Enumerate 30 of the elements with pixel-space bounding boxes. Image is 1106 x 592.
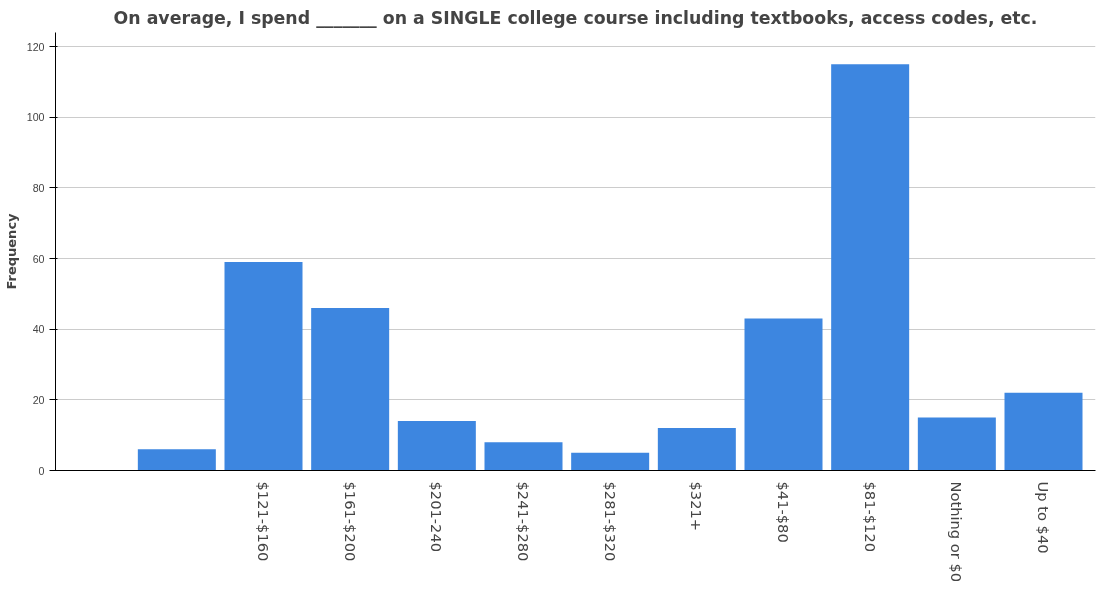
x-tick-label: Nothing or $0: [948, 481, 966, 583]
x-tick-label: $41-$80: [775, 481, 792, 543]
bar: [657, 428, 736, 471]
y-tick-label: 120: [26, 40, 45, 53]
x-tick-label: $121-$160: [255, 481, 272, 562]
bar: [831, 64, 910, 471]
bar: [484, 442, 563, 471]
bar: [397, 421, 476, 471]
x-tick-label: $201-240: [428, 481, 446, 553]
y-tick-label: 80: [32, 181, 45, 194]
y-tick-label: 20: [32, 393, 45, 406]
y-tick-label: 60: [32, 252, 45, 265]
x-tick-label: $321+: [688, 481, 706, 532]
y-tick-label: 100: [26, 111, 45, 124]
x-tick-label: $281-$320: [601, 481, 619, 562]
x-tick-label: $241-$280: [515, 481, 532, 562]
x-tick-label: $81-$120: [861, 481, 879, 553]
bar: [137, 449, 216, 471]
bar: [571, 452, 650, 471]
bar: [744, 318, 823, 471]
bar: [311, 308, 390, 471]
x-tick-label: $161-$200: [341, 481, 359, 562]
bar: [917, 417, 996, 471]
y-tick-label: 40: [32, 323, 45, 336]
chart-title: On average, I spend _______ on a SINGLE college course including textbooks, access codes, etc.: [113, 7, 1038, 28]
bar: [224, 262, 303, 471]
bar: [1004, 392, 1083, 471]
y-axis-title: Frequency: [3, 212, 19, 290]
y-tick-label: 0: [38, 464, 45, 477]
x-tick-label: Up to $40: [1035, 481, 1052, 554]
